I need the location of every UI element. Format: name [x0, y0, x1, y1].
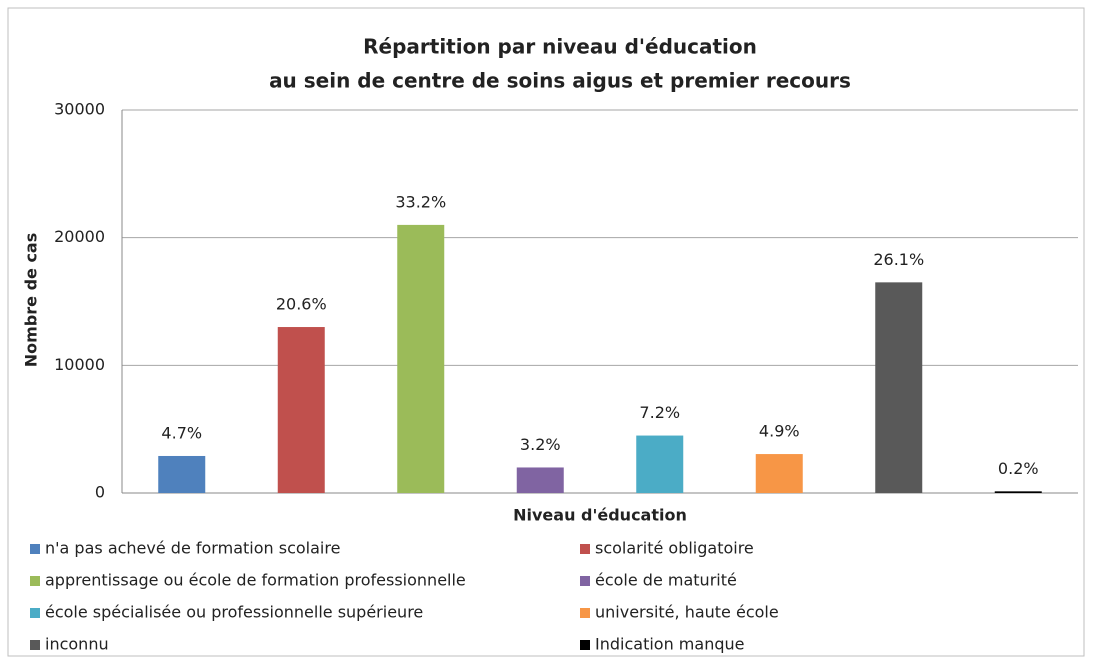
chart-border — [7, 7, 1085, 657]
legend-label: école spécialisée ou professionnelle sup… — [45, 603, 423, 622]
data-label: 26.1% — [873, 250, 924, 269]
data-label: 33.2% — [395, 192, 446, 211]
legend-label: apprentissage ou école de formation prof… — [45, 571, 466, 590]
legend-swatch — [580, 576, 590, 586]
legend-label: école de maturité — [595, 571, 737, 590]
legend-swatch — [30, 544, 40, 554]
data-label: 4.9% — [759, 422, 800, 441]
legend-swatch — [30, 576, 40, 586]
y-tick-label: 0 — [95, 483, 105, 502]
bar — [636, 435, 684, 493]
chart-title: Répartition par niveau d'éducation — [363, 35, 757, 59]
legend-swatch — [30, 640, 40, 650]
bar — [755, 454, 803, 493]
legend-label: inconnu — [45, 635, 109, 654]
y-tick-label: 10000 — [54, 355, 105, 374]
legend-swatch — [580, 544, 590, 554]
data-label: 20.6% — [276, 295, 327, 314]
data-label: 7.2% — [639, 403, 680, 422]
legend-swatch — [580, 608, 590, 618]
chart-title: au sein de centre de soins aigus et prem… — [269, 69, 851, 93]
legend-label: Indication manque — [595, 635, 744, 654]
bar — [875, 282, 923, 493]
bar — [397, 224, 445, 493]
legend-label: scolarité obligatoire — [595, 539, 754, 558]
bar — [158, 455, 206, 493]
legend-label: n'a pas achevé de formation scolaire — [45, 539, 340, 558]
bar — [516, 467, 564, 493]
legend-label: université, haute école — [595, 603, 779, 622]
legend-swatch — [30, 608, 40, 618]
legend-swatch — [580, 640, 590, 650]
bar — [277, 327, 325, 493]
data-label: 3.2% — [520, 435, 561, 454]
y-tick-label: 30000 — [54, 100, 105, 119]
data-label: 4.7% — [161, 423, 202, 442]
x-axis-label: Niveau d'éducation — [513, 506, 687, 525]
bar — [994, 491, 1042, 493]
y-axis-label: Nombre de cas — [22, 233, 41, 368]
data-label: 0.2% — [998, 459, 1039, 478]
y-tick-label: 20000 — [54, 227, 105, 246]
